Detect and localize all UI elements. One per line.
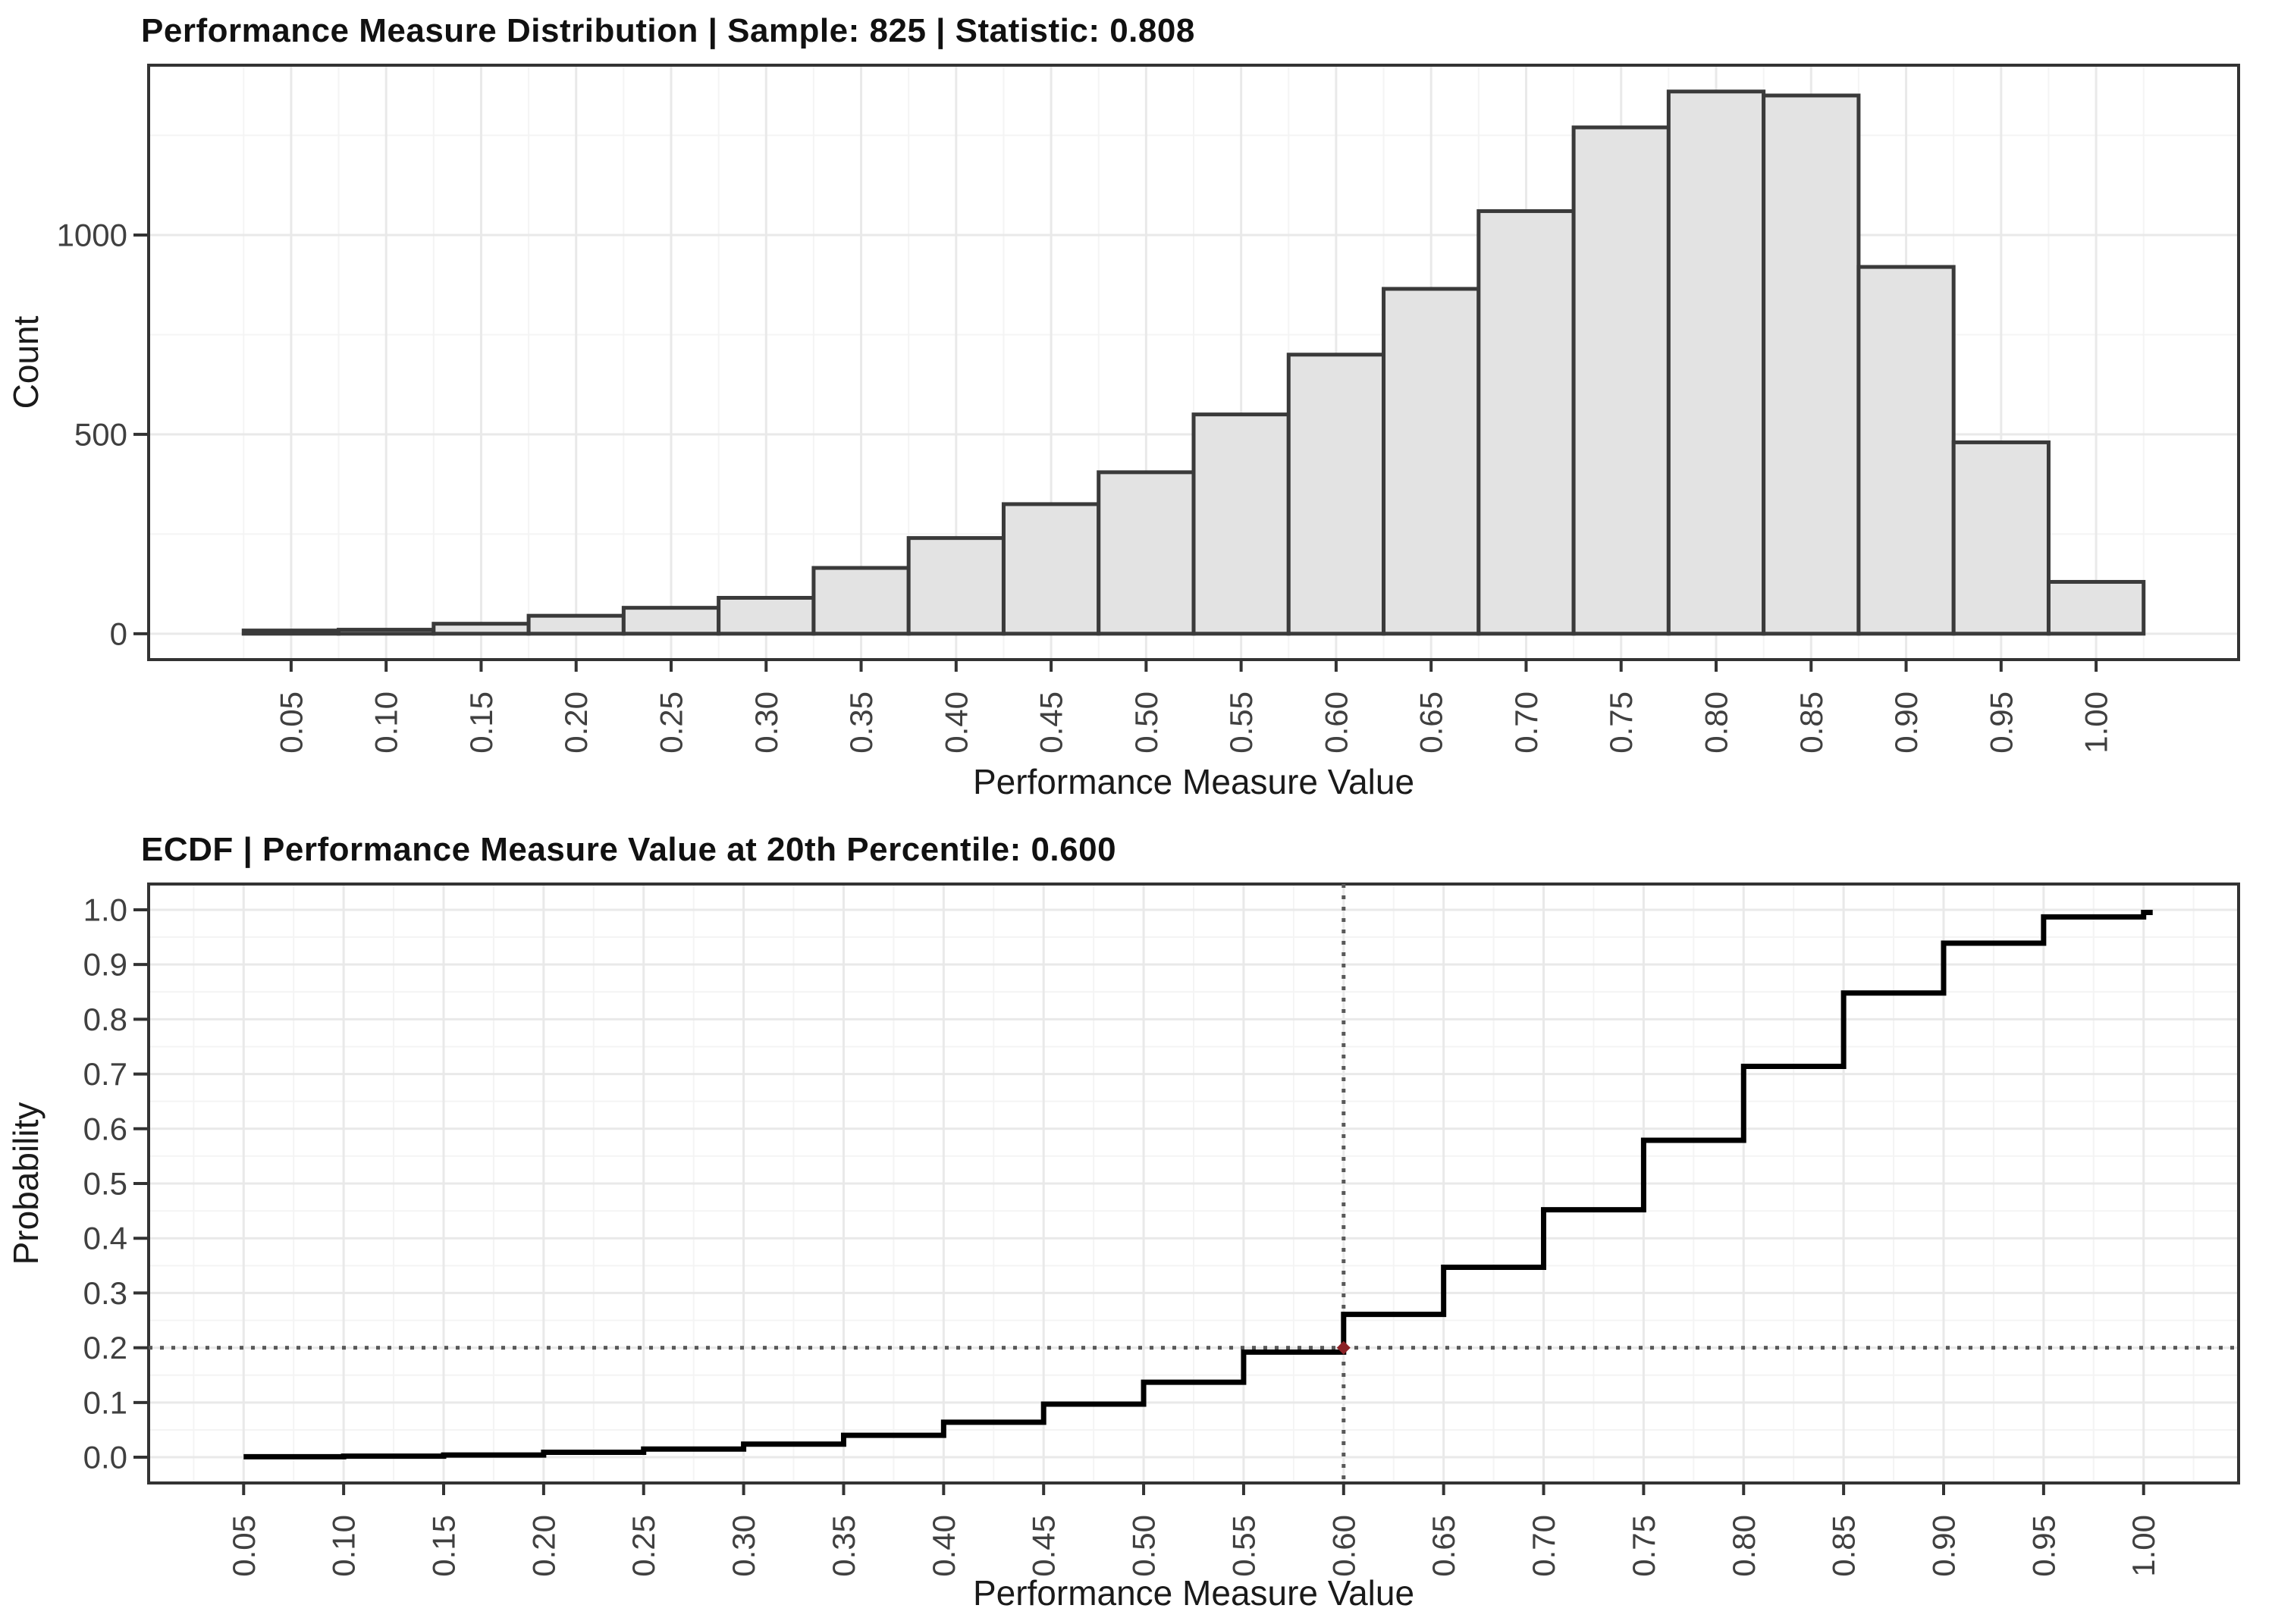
x-tick-label: 0.45 [1034, 691, 1069, 754]
y-tick-label: 0.0 [83, 1440, 127, 1475]
histogram-bar [1286, 353, 1386, 636]
histogram-panel: 0 500 1000 0.05 0.10 0.15 0.20 0.25 0.30 0.35 0.40… [57, 64, 2240, 754]
x-tick-label: 0.25 [626, 1515, 661, 1577]
y-tick-label: 500 [74, 416, 127, 452]
histogram-bar [1382, 287, 1481, 636]
x-tick-label: 0.35 [843, 691, 879, 754]
x-tick-label: 0.80 [1699, 691, 1734, 754]
x-tick-label: 0.60 [1318, 691, 1354, 754]
x-tick-label: 0.35 [826, 1515, 861, 1577]
x-tick-label: 1.00 [2126, 1515, 2161, 1577]
histogram-bar [1762, 93, 1861, 636]
x-tick-label: 0.75 [1603, 691, 1639, 754]
x-tick-label: 0.65 [1426, 1515, 1461, 1577]
x-tick-label: 0.90 [1888, 691, 1924, 754]
histogram-bar [1097, 470, 1196, 636]
x-tick-label: 0.85 [1793, 691, 1829, 754]
histogram-bar [1856, 265, 1956, 636]
y-tick-label: 0.2 [83, 1330, 127, 1365]
x-tick-label: 0.55 [1225, 1515, 1261, 1577]
ecdf-panel: 0.0 0.1 0.2 0.3 0.4 0.5 0.6 0.7 0.8 0.9 1.0 0.05 0.1… [83, 883, 2240, 1577]
x-tick-label: 0.95 [1983, 691, 2019, 754]
x-tick-label: 0.50 [1128, 691, 1164, 754]
x-tick-label: 0.65 [1414, 691, 1449, 754]
histogram-bar [717, 595, 816, 636]
x-tick-label: 0.30 [726, 1515, 761, 1577]
x-tick-label: 0.70 [1508, 691, 1544, 754]
histogram-y-axis-title: Count [6, 315, 46, 409]
x-tick-label: 0.05 [273, 691, 309, 754]
ecdf-y-axis-title: Probability [6, 1102, 46, 1265]
x-tick-label: 0.10 [326, 1515, 362, 1577]
y-tick-label: 0.1 [83, 1384, 127, 1420]
ecdf-x-axis-title: Performance Measure Value [972, 1573, 1415, 1613]
x-tick-label: 0.05 [226, 1515, 262, 1577]
histogram-bar [337, 628, 436, 636]
x-tick-label: 0.45 [1026, 1515, 1062, 1577]
histogram-bar [1666, 89, 1766, 636]
x-tick-label: 0.85 [1826, 1515, 1862, 1577]
y-tick-label: 0.5 [83, 1166, 127, 1202]
x-tick-label: 0.50 [1126, 1515, 1162, 1577]
histogram-bars [241, 89, 2146, 636]
histogram-bar [2046, 579, 2146, 636]
x-tick-label: 0.30 [748, 691, 784, 754]
y-tick-label: 1.0 [83, 892, 127, 927]
panel-border [147, 64, 2240, 661]
histogram-bar [621, 606, 721, 636]
x-tick-label: 0.20 [526, 1515, 561, 1577]
histogram-x-axis-title: Performance Measure Value [972, 762, 1415, 801]
histogram-title: Performance Measure Distribution | Sampl… [141, 12, 1195, 49]
y-tick-label: 0.8 [83, 1002, 127, 1037]
histogram-bar [431, 622, 531, 636]
x-tick-label: 0.55 [1223, 691, 1259, 754]
histogram-bar [1571, 125, 1671, 636]
y-tick-label: 0.4 [83, 1221, 127, 1256]
histogram-bar [906, 536, 1006, 636]
histogram-bar [241, 629, 341, 636]
y-tick-label: 0.6 [83, 1111, 127, 1146]
histogram-bar [811, 566, 911, 636]
x-tick-label: 0.75 [1626, 1515, 1662, 1577]
x-tick-label: 0.90 [1925, 1515, 1961, 1577]
y-tick-label: 0.7 [83, 1056, 127, 1092]
x-tick-label: 0.40 [938, 691, 974, 754]
x-tick-label: 0.10 [369, 691, 404, 754]
x-tick-label: 0.15 [426, 1515, 462, 1577]
histogram-bar [1951, 440, 2051, 636]
x-tick-label: 0.15 [463, 691, 499, 754]
x-tick-label: 0.25 [654, 691, 689, 754]
histogram-bar [1476, 208, 1576, 636]
y-tick-label: 0.9 [83, 947, 127, 983]
x-tick-label: 1.00 [2079, 691, 2114, 754]
histogram-bar [526, 613, 626, 636]
histogram-bar [1001, 502, 1101, 636]
x-tick-label: 0.60 [1326, 1515, 1361, 1577]
x-tick-label: 0.70 [1526, 1515, 1561, 1577]
y-tick-label: 0.3 [83, 1275, 127, 1311]
ecdf-title: ECDF | Performance Measure Value at 20th… [141, 831, 1117, 868]
percentile-marker [1336, 1340, 1351, 1355]
ecdf-line [243, 910, 2153, 1459]
x-tick-label: 0.95 [2026, 1515, 2061, 1577]
y-tick-label: 1000 [57, 218, 127, 253]
x-tick-label: 0.40 [926, 1515, 962, 1577]
histogram-bar [1191, 412, 1291, 636]
x-tick-label: 0.80 [1726, 1515, 1762, 1577]
y-tick-label: 0 [110, 616, 127, 651]
x-tick-label: 0.20 [558, 691, 594, 754]
